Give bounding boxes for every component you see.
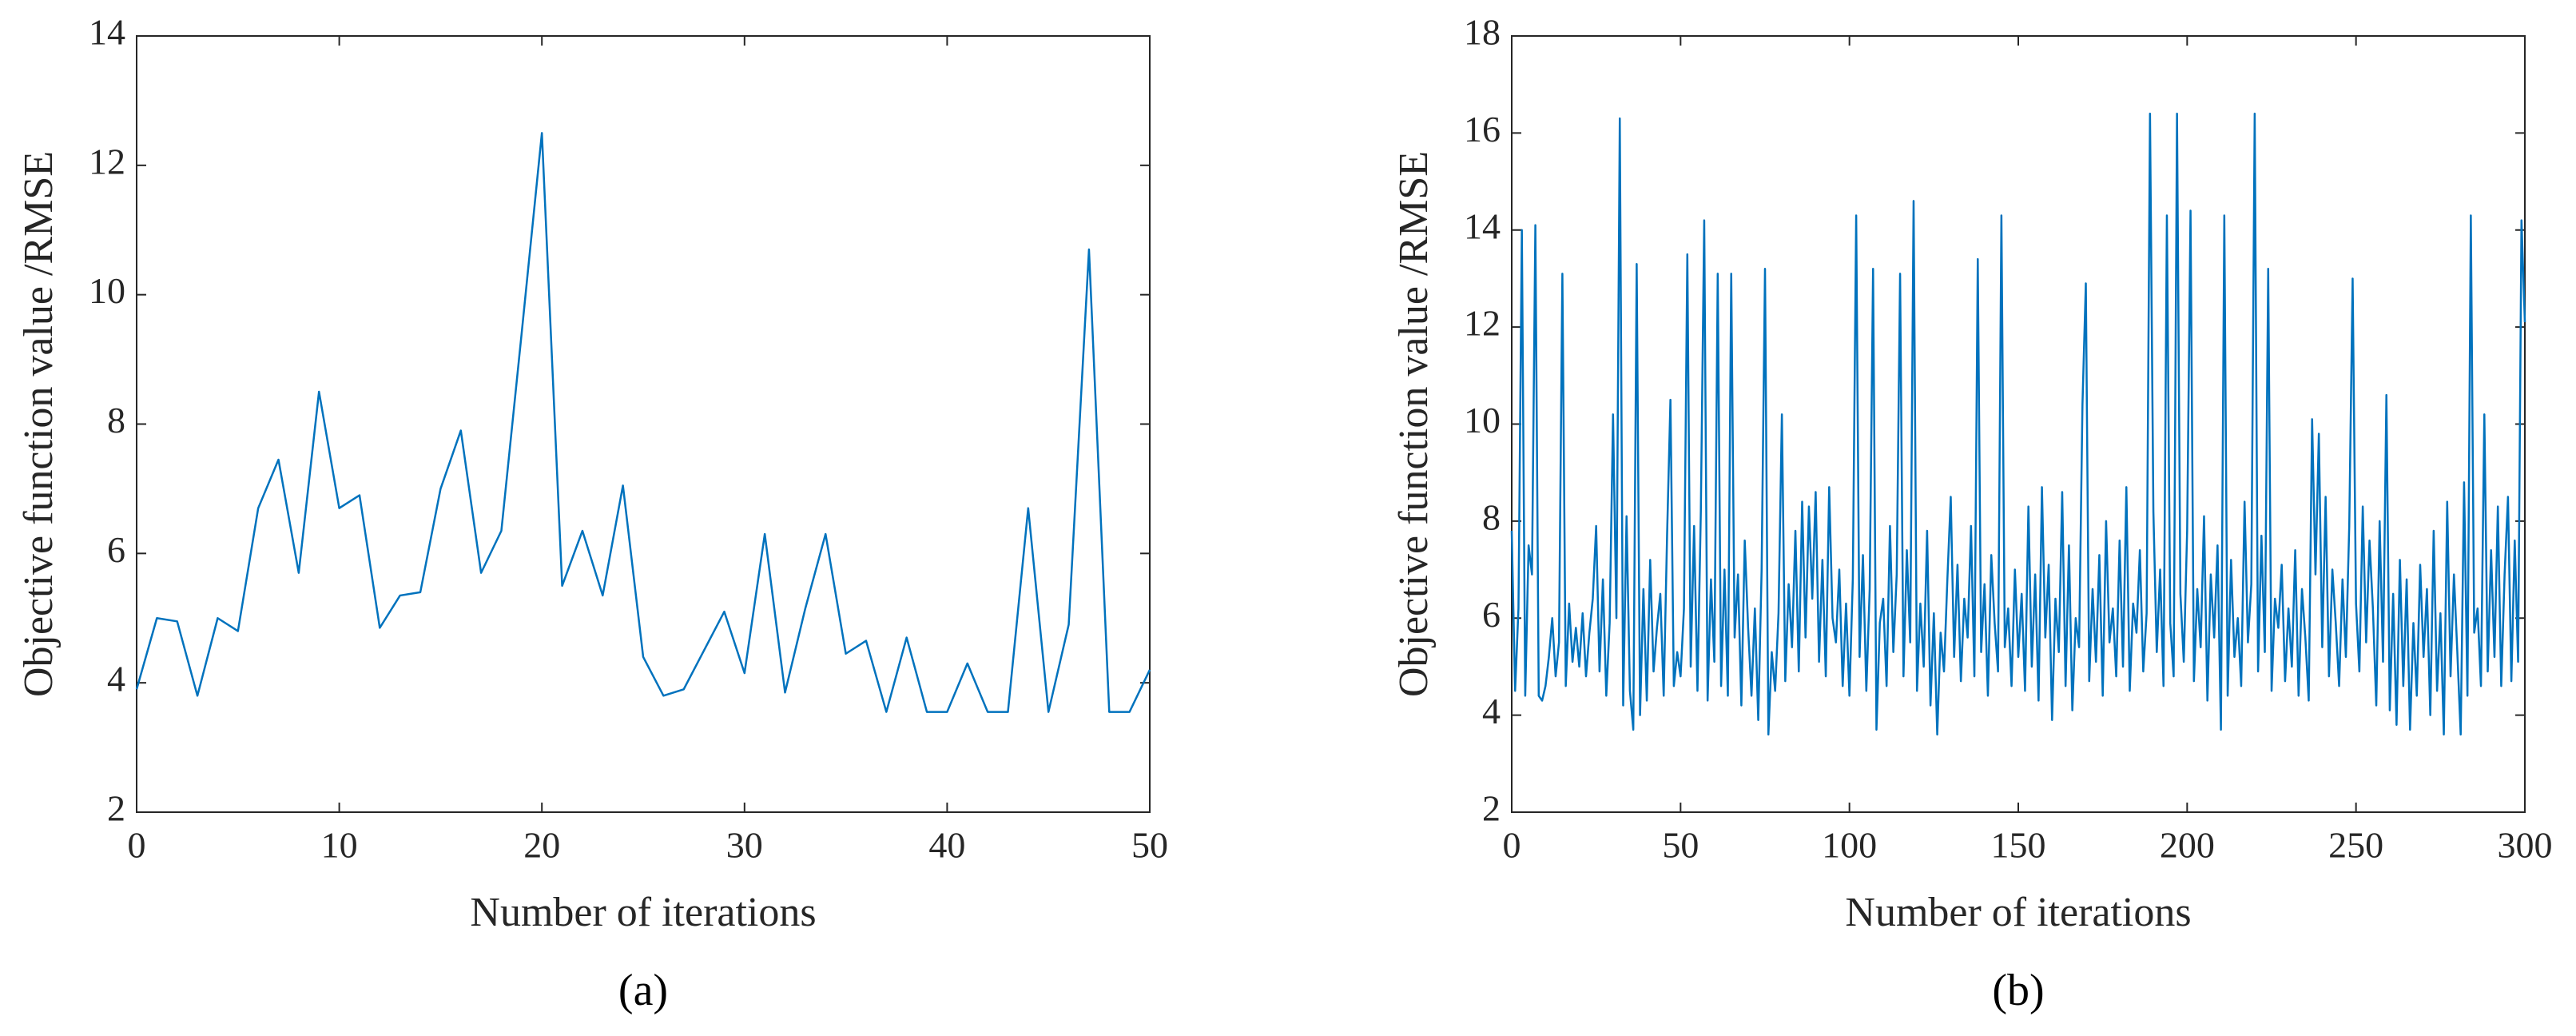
y-tick-label: 8 [1482,496,1501,537]
x-tick-label: 50 [1662,825,1699,866]
y-tick-label: 2 [1482,788,1501,829]
x-tick-label: 10 [321,825,358,866]
y-tick-label: 12 [89,141,125,181]
x-tick-label: 40 [928,825,965,866]
x-tick-label: 100 [1822,825,1877,866]
x-tick-label: 250 [2328,825,2383,866]
x-tick-label: 30 [726,825,763,866]
y-tick-label: 10 [1464,400,1501,440]
x-tick-label: 20 [523,825,560,866]
y-tick-label: 16 [1464,109,1501,149]
y-tick-label: 10 [89,270,125,311]
y-tick-label: 14 [89,12,125,53]
x-tick-label: 50 [1131,825,1168,866]
x-axis-label: Number of iterations [1845,890,2191,935]
y-tick-label: 6 [107,529,125,570]
caption: (b) [1992,966,2044,1015]
y-axis-label: Objective function value /RMSE [1391,151,1437,697]
chart-panel: 2 4 6 8 10 12 14 16 18 0 50 100 150 200 250 300 Number o… [1391,12,2553,1015]
x-tick-label: 200 [2160,825,2215,866]
y-tick-label: 2 [107,788,125,829]
chart-panel: 2 4 6 8 10 12 14 0 10 20 30 40 50 Number of iteration… [16,12,1168,1015]
x-tick-label: 0 [128,825,146,866]
y-axis-label: Objective function value /RMSE [16,151,62,697]
x-tick-label: 0 [1503,825,1521,866]
caption: (a) [618,966,668,1015]
y-tick-label: 12 [1464,303,1501,344]
data-line [135,132,1151,713]
plot-frame [136,35,1151,813]
y-tick-label: 18 [1464,12,1501,53]
y-tick-label: 6 [1482,594,1501,635]
y-tick-label: 14 [1464,205,1501,246]
x-tick-label: 150 [1991,825,2046,866]
x-tick-label: 300 [2498,825,2553,866]
y-tick-label: 4 [1482,691,1501,731]
y-tick-label: 4 [107,659,125,699]
y-tick-label: 8 [107,400,125,440]
x-axis-label: Number of iterations [470,890,816,935]
data-line [1510,112,2526,736]
